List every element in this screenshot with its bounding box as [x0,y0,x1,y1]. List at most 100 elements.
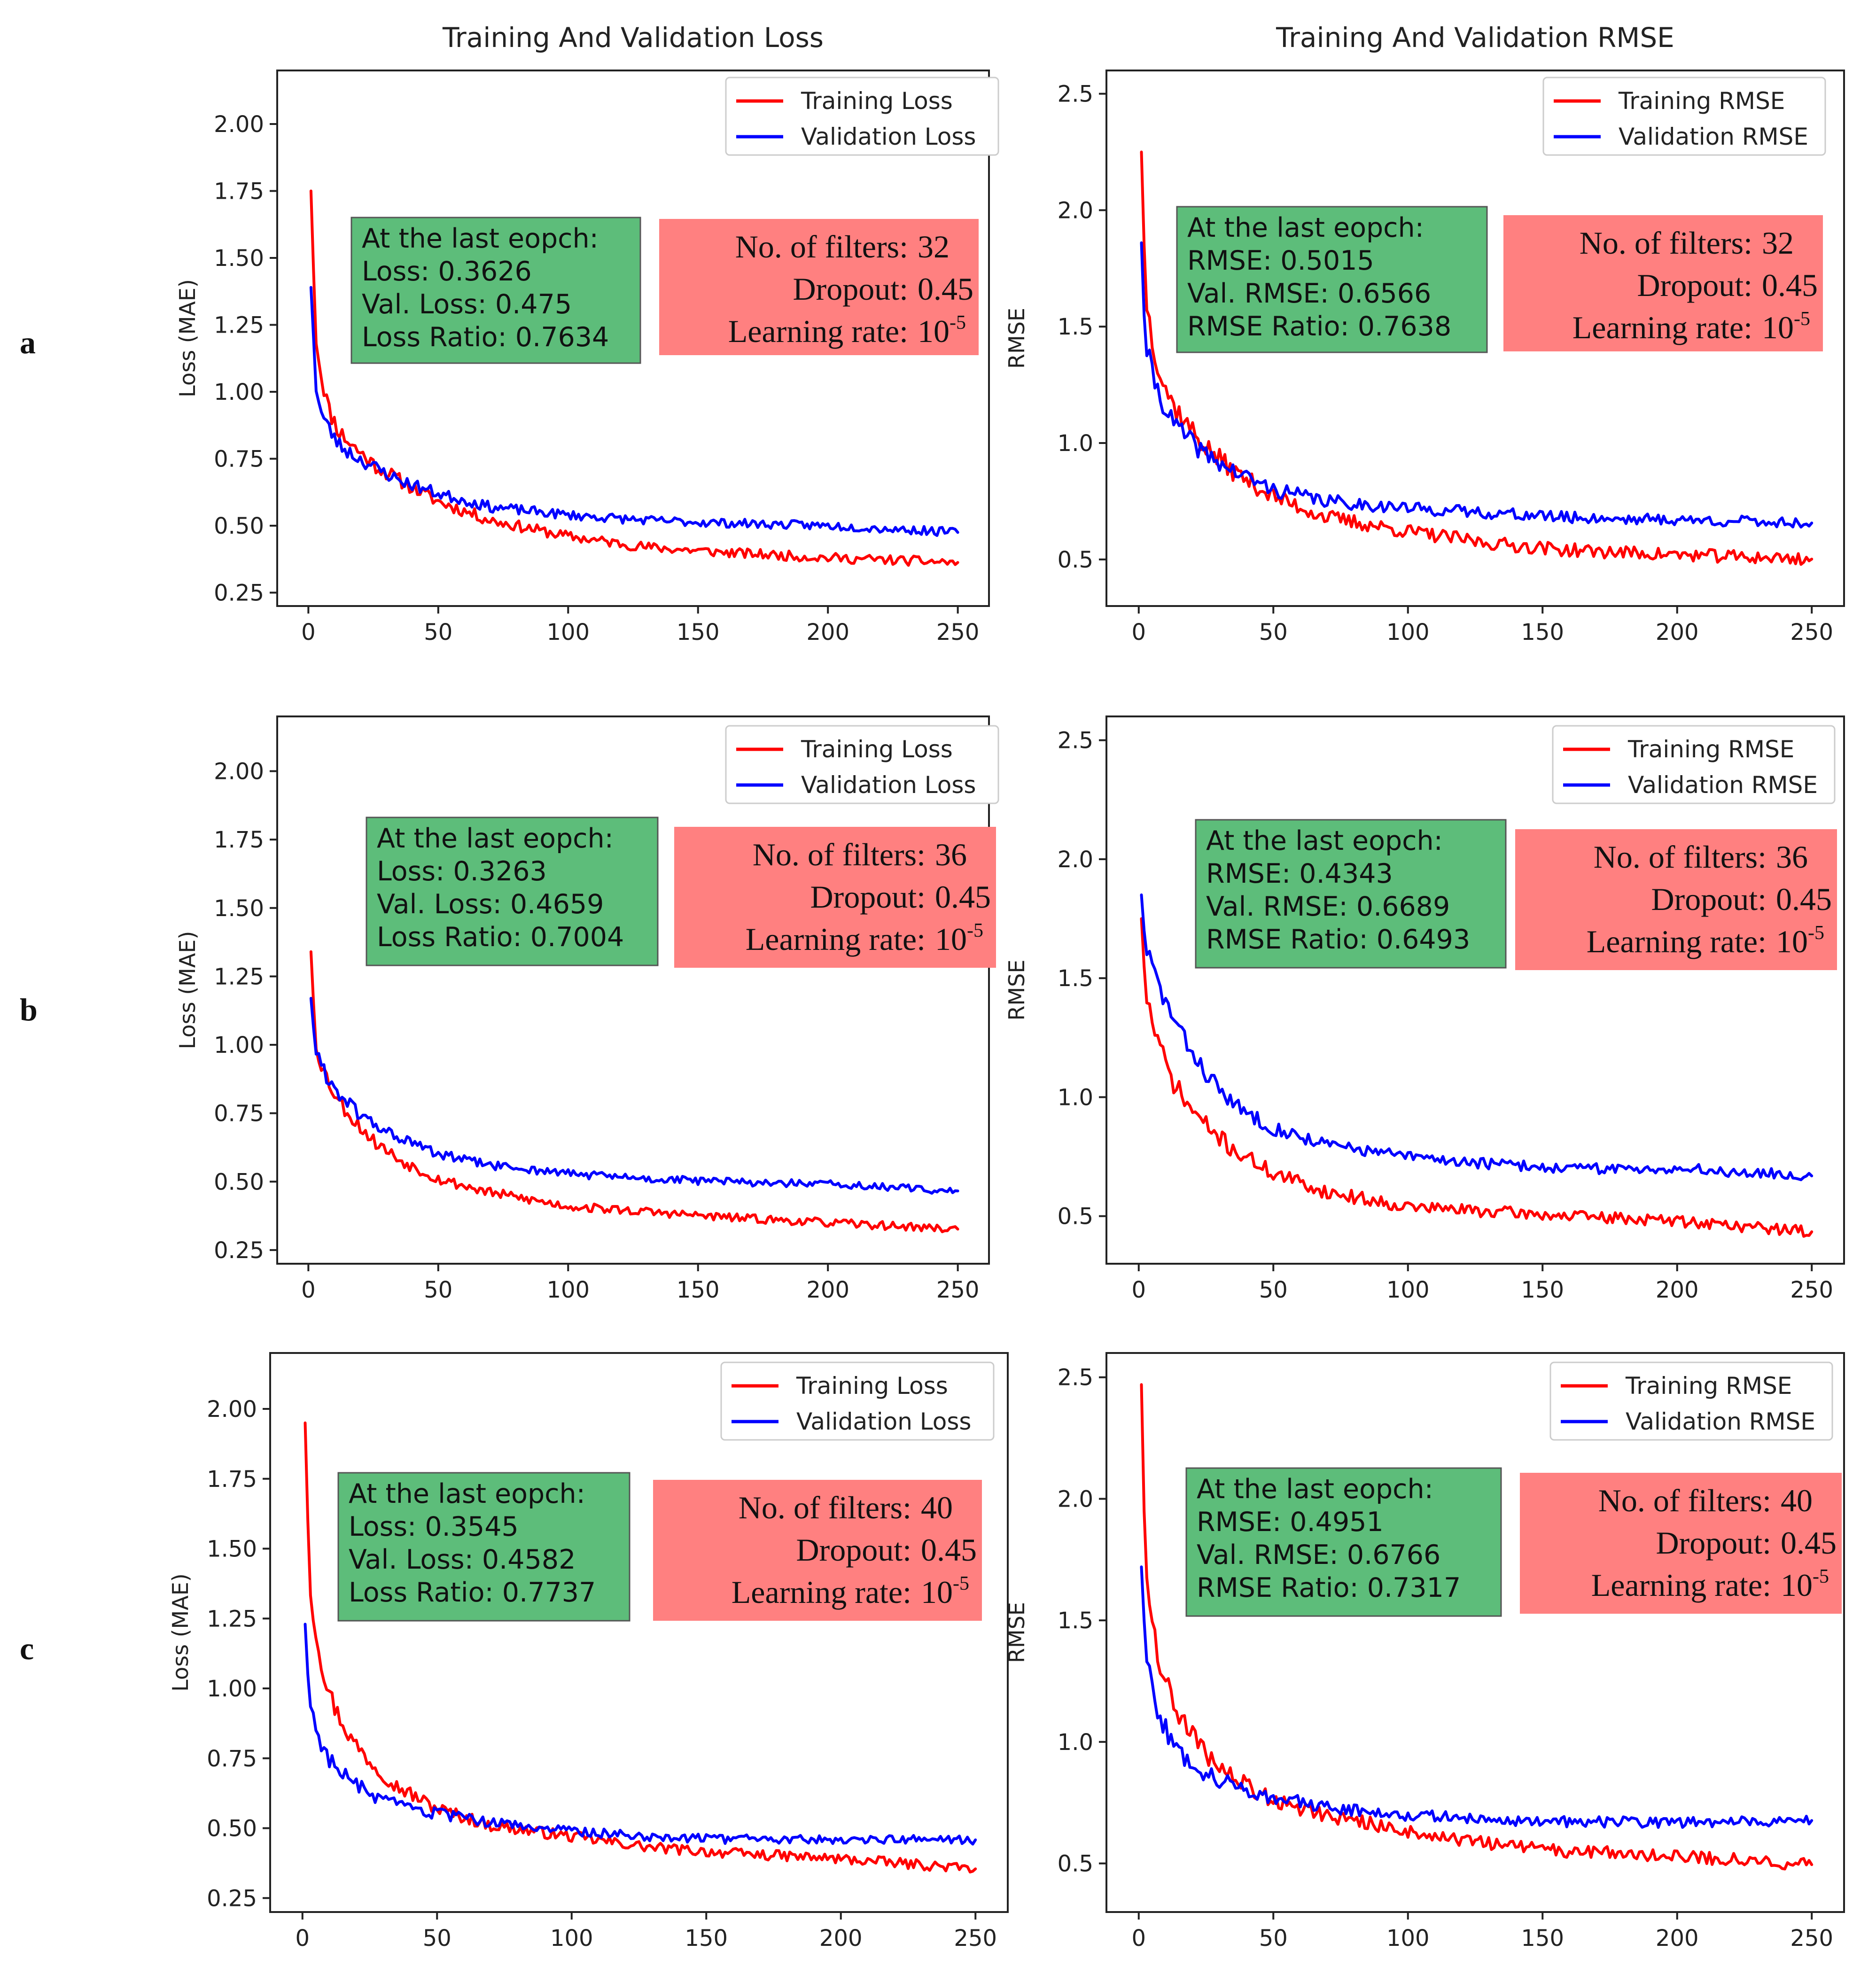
row-label-b: b [20,992,38,1027]
y-tick-label: 2.0 [1058,847,1093,873]
stats-line: At the last eopch: [362,223,599,254]
stats-line: Val. RMSE: 0.6566 [1187,278,1431,309]
learning-rate-base: 10 [1762,310,1794,345]
legend-label: Validation RMSE [1626,1408,1815,1435]
learning-rate-value: 10-5 [935,920,983,957]
stats-box-bg [1195,819,1507,969]
legend: Training RMSE Validation RMSE [1549,1361,1833,1441]
plot-frame [1105,1352,1845,1913]
legend-label: Training RMSE [1618,87,1785,115]
stats-line: Loss: 0.3263 [377,856,547,887]
y-tick-label: 0.25 [214,580,264,606]
filters-value: 32 [1762,225,1794,261]
learning-rate-label: Learning rate: [732,1574,911,1610]
x-tick-label: 250 [936,1277,980,1303]
params-box: No. of filters: 32 Dropout: 0.45 Learning ra… [659,219,979,355]
x-tick-label: 0 [301,619,316,645]
stats-line: RMSE Ratio: 0.7317 [1197,1572,1461,1603]
x-tick-label: 0 [1131,1277,1146,1303]
y-tick-label: 2.0 [1058,1486,1093,1512]
legend-label: Training Loss [796,1372,948,1399]
stats-line: Val. Loss: 0.475 [362,289,572,320]
legend-box [720,1361,995,1441]
stats-line: Val. RMSE: 0.6689 [1206,891,1450,922]
filters-value: 40 [921,1490,953,1525]
params-box-bg [1515,829,1837,970]
series-line-validation-loss [309,286,959,537]
filters-label: No. of filters: [1580,225,1752,261]
legend-box [725,725,999,804]
stats-line: Loss: 0.3545 [349,1511,519,1542]
learning-rate-value: 10-5 [1762,308,1810,345]
x-tick-label: 250 [1790,619,1833,645]
filters-value: 36 [935,837,967,872]
x-tick-label: 250 [1790,1277,1833,1303]
filters-value: 36 [1776,839,1808,875]
learning-rate-label: Learning rate: [1587,924,1767,959]
y-tick-label: 0.25 [207,1885,257,1912]
chart-title: Training And Validation RMSE [1276,22,1674,54]
y-tick-label: 1.75 [207,1466,257,1493]
x-tick-label: 150 [1521,1277,1564,1303]
filters-label: No. of filters: [739,1490,911,1525]
plot-frame [276,70,990,607]
y-tick-label: 0.50 [214,513,264,539]
stats-line: RMSE Ratio: 0.7638 [1187,311,1451,342]
learning-rate-exponent: -5 [1794,308,1810,330]
y-tick-label: 1.50 [214,895,264,922]
x-tick-label: 200 [1656,619,1699,645]
y-axis-label: Loss (MAE) [175,931,200,1050]
learning-rate-value: 10-5 [918,312,966,349]
learning-rate-label: Learning rate: [1572,310,1752,345]
learning-rate-label: Learning rate: [728,313,908,349]
dropout-label: Dropout: [1651,881,1767,917]
stats-line: Val. Loss: 0.4582 [349,1544,576,1575]
y-tick-label: 1.75 [214,827,264,853]
filters-value: 40 [1781,1483,1813,1518]
stats-line: At the last eopch: [1187,212,1424,243]
plot-frame [269,1352,1009,1913]
plot-frame [1105,715,1845,1265]
y-tick-label: 2.00 [214,111,264,138]
stats-line: RMSE: 0.4343 [1206,858,1393,889]
x-tick-label: 50 [1259,1925,1288,1951]
learning-rate-exponent: -5 [967,920,983,941]
legend-label: Training Loss [801,736,953,763]
learning-rate-value: 10-5 [1781,1566,1829,1603]
legend-label: Validation RMSE [1619,123,1808,150]
y-tick-label: 2.0 [1058,197,1093,224]
x-tick-label: 150 [677,1277,720,1303]
stats-box-bg [350,217,641,364]
stats-line: Loss Ratio: 0.7634 [362,322,609,353]
x-tick-label: 100 [546,1277,590,1303]
y-tick-label: 1.25 [214,312,264,339]
y-tick-label: 2.5 [1058,728,1093,754]
series-line-training-rmse [1140,917,1814,1238]
dropout-label: Dropout: [1637,267,1752,303]
y-axis-label: Loss (MAE) [175,279,200,397]
y-tick-label: 1.00 [214,379,264,405]
stats-line: Loss Ratio: 0.7737 [349,1577,596,1608]
x-tick-label: 150 [1521,1925,1564,1951]
learning-rate-value: 10-5 [1776,922,1824,959]
params-box: No. of filters: 40 Dropout: 0.45 Learning ra… [653,1480,982,1621]
stats-box-bg [1185,1467,1502,1617]
y-axis-label: RMSE [1004,1602,1029,1663]
learning-rate-base: 10 [1781,1567,1813,1603]
x-tick-label: 150 [685,1925,728,1951]
y-tick-label: 2.00 [214,759,264,785]
legend: Training RMSE Validation RMSE [1552,725,1836,804]
series-line-validation-loss [304,1623,977,1846]
dropout-label: Dropout: [796,1532,911,1568]
stats-line: At the last eopch: [349,1478,585,1509]
dropout-value: 0.45 [1781,1525,1837,1561]
dropout-value: 0.45 [921,1532,977,1568]
x-tick-label: 100 [550,1925,593,1951]
filters-label: No. of filters: [735,229,908,264]
y-tick-label: 0.5 [1058,547,1093,573]
x-tick-label: 200 [1656,1277,1699,1303]
stats-line: RMSE: 0.5015 [1187,245,1374,276]
legend: Training Loss Validation Loss [725,725,999,804]
